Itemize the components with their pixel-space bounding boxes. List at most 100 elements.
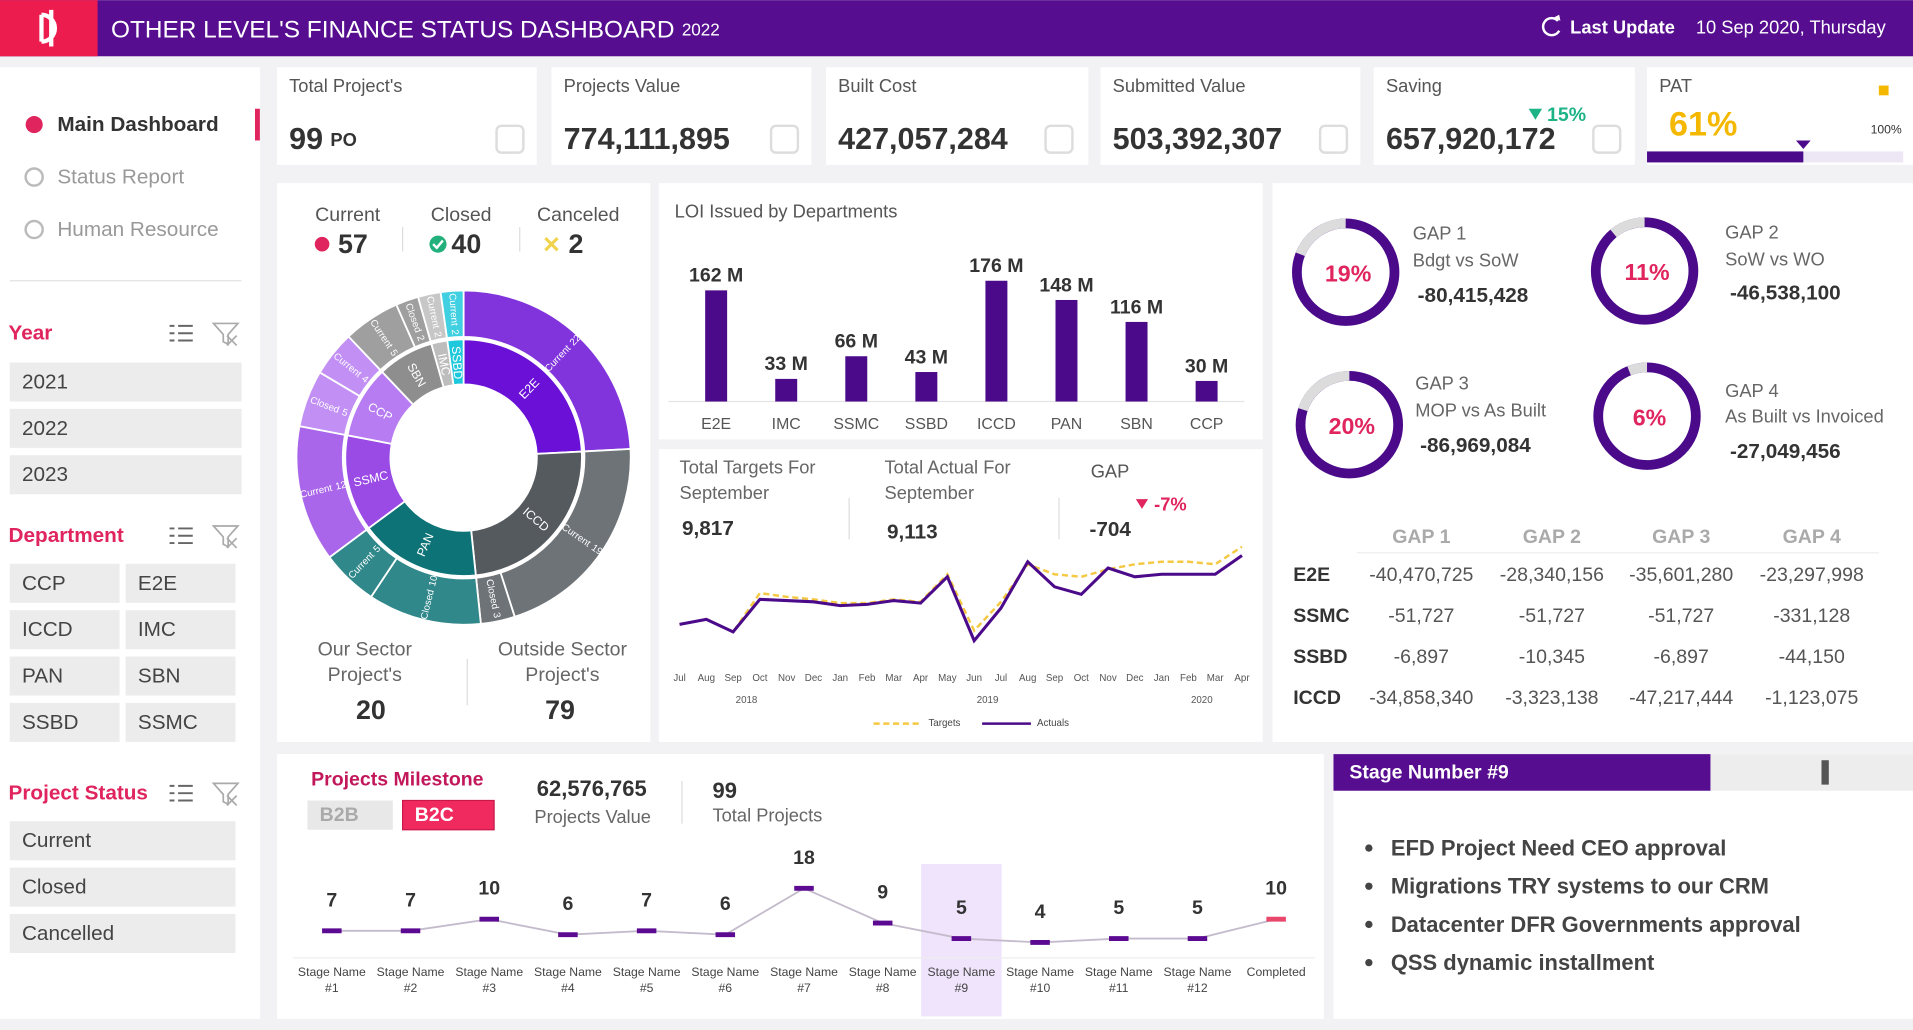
x-tick-label: Stage Name #5 — [612, 966, 681, 996]
x-tick-label: Mar — [1207, 673, 1225, 684]
x-tick-label-box: Stage Name #3 — [455, 966, 524, 996]
slicer-label[interactable]: 2021 — [22, 371, 68, 394]
slicer-button[interactable] — [9, 455, 242, 495]
slicer-button[interactable] — [9, 408, 242, 448]
gap-title: GAP 1 — [1413, 223, 1467, 244]
data-label: 6 — [720, 893, 731, 915]
clear-filter-icon[interactable] — [211, 525, 240, 549]
summary-label-box: Total Targets For September — [679, 457, 816, 505]
table-cell: -47,217,444 — [1629, 687, 1733, 709]
multi-select-icon[interactable] — [169, 324, 193, 342]
x-tick-label: Dec — [1126, 673, 1143, 684]
x-tick-label: Aug — [698, 673, 715, 684]
bar — [985, 280, 1008, 402]
stage-header — [1333, 754, 1711, 791]
data-label: 9 — [877, 882, 888, 904]
gap-change: -7% — [1154, 494, 1187, 515]
segment-value: 5 — [340, 407, 350, 419]
summary-label: Total Targets For September — [679, 457, 816, 505]
data-label: 10 — [1265, 878, 1287, 900]
card — [1333, 754, 1913, 1019]
slicer-label[interactable]: Current — [22, 829, 91, 852]
stage-handle[interactable] — [1821, 760, 1829, 785]
nav-active — [254, 108, 260, 141]
x-tick-label: Stage Name #7 — [770, 966, 838, 996]
segment-value: 2 — [415, 334, 427, 343]
data-label: 5 — [1113, 897, 1124, 919]
x-tick-label: CCP — [1190, 416, 1223, 433]
slicer-button[interactable] — [125, 656, 236, 696]
kpi-value: 503,392,307 — [1113, 122, 1283, 156]
kpi-icon — [769, 124, 800, 154]
slicer-label[interactable]: ICCD — [22, 618, 73, 641]
table-cell: -51,727 — [1648, 605, 1714, 627]
slicer-button[interactable] — [9, 821, 236, 861]
slicer-label[interactable]: CCP — [22, 572, 66, 595]
year-label: 2019 — [977, 695, 999, 706]
clear-filter-icon[interactable] — [211, 322, 240, 347]
data-label: 5 — [956, 897, 967, 919]
filter-title: Year — [9, 322, 53, 345]
slicer-label[interactable]: SBN — [138, 665, 181, 688]
slicer-label[interactable]: 2022 — [22, 417, 68, 440]
tab-label[interactable]: B2C — [415, 804, 454, 826]
multi-select-icon[interactable] — [169, 784, 193, 802]
data-label: 116 M — [1110, 296, 1163, 318]
segment-value: 5 — [371, 543, 383, 555]
x-tick-label: Jul — [673, 673, 685, 684]
x-tick-label: Feb — [1180, 673, 1197, 684]
clear-filter-icon[interactable] — [211, 782, 240, 806]
slicer-button[interactable] — [125, 563, 236, 603]
x-tick-label-box: Stage Name #6 — [691, 966, 759, 995]
nav-item[interactable]: Status Report — [57, 166, 184, 189]
slicer-button[interactable] — [125, 610, 236, 650]
x-tick-label: Stage Name #10 — [1006, 966, 1074, 996]
data-label: 43 M — [905, 346, 948, 368]
title-year: 2022 — [682, 20, 720, 39]
slicer-button[interactable] — [9, 867, 236, 907]
slicer-label[interactable]: SSBD — [22, 711, 78, 734]
sector-value: 79 — [545, 695, 575, 725]
kpi-number: 99 — [289, 122, 323, 156]
nav-icon — [24, 219, 44, 240]
slicer-label[interactable]: Closed — [22, 876, 87, 899]
slicer-label[interactable]: SSMC — [138, 711, 198, 734]
logo-box — [0, 0, 98, 57]
sector-label-box: Our Sector Project's — [318, 639, 412, 685]
table-cell: -51,727 — [1388, 605, 1454, 627]
tab[interactable] — [307, 800, 393, 830]
closed-icon — [429, 235, 447, 253]
data-label: 30 M — [1185, 355, 1228, 377]
summary-label: Total Actual For September — [884, 457, 1011, 505]
multi-select-icon[interactable] — [169, 527, 193, 545]
row-label: ICCD — [1293, 687, 1341, 709]
slicer-label[interactable]: Cancelled — [22, 922, 114, 945]
card — [276, 67, 537, 165]
slicer-button[interactable] — [9, 913, 236, 953]
slicer-button[interactable] — [9, 610, 120, 650]
sector-label-box: Outside Sector Project's — [498, 639, 627, 685]
stage-item: Migrations TRY systems to our CRM — [1391, 874, 1769, 899]
table-header: GAP 4 — [1783, 526, 1841, 548]
kpi-unit: PO — [330, 129, 356, 150]
tab-active[interactable] — [401, 799, 495, 831]
slicer-button[interactable] — [9, 563, 120, 603]
slicer-label[interactable]: E2E — [138, 572, 177, 595]
slicer-button[interactable] — [125, 702, 236, 742]
x-tick-label: Stage Name #3 — [455, 966, 524, 996]
tab-label[interactable]: B2B — [320, 804, 359, 826]
gap-arc — [1298, 371, 1350, 412]
slicer-button[interactable] — [9, 702, 120, 742]
slicer-label[interactable]: 2023 — [22, 463, 68, 486]
gap-subtitle: MOP vs As Built — [1415, 400, 1546, 421]
gap-arc — [1610, 217, 1645, 238]
slicer-button[interactable] — [9, 656, 120, 696]
slicer-label[interactable]: IMC — [138, 618, 176, 641]
slicer-label[interactable]: PAN — [22, 665, 63, 688]
slicer-button[interactable] — [9, 362, 242, 402]
bar — [845, 356, 868, 402]
nav-item[interactable]: Main Dashboard — [57, 113, 218, 136]
nav-item[interactable]: Human Resource — [57, 218, 218, 241]
gap-value: -27,049,456 — [1730, 440, 1841, 463]
